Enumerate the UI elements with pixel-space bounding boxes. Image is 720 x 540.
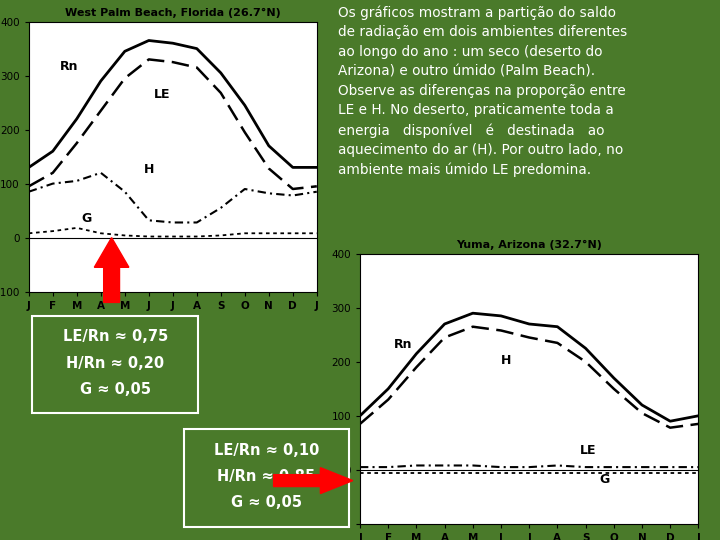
Title: West Palm Beach, Florida (26.7°N): West Palm Beach, Florida (26.7°N) [65, 8, 281, 18]
Text: Rn: Rn [60, 60, 78, 73]
Text: G ≈ 0,05: G ≈ 0,05 [231, 495, 302, 510]
Text: Os gráficos mostram a partição do saldo
de radiação em dois ambientes diferentes: Os gráficos mostram a partição do saldo … [338, 5, 628, 178]
Text: H/Rn ≈ 0,85: H/Rn ≈ 0,85 [217, 469, 315, 484]
Text: LE/Rn ≈ 0,10: LE/Rn ≈ 0,10 [214, 443, 319, 458]
Text: LE: LE [153, 88, 170, 102]
Title: Yuma, Arizona (32.7°N): Yuma, Arizona (32.7°N) [456, 240, 602, 250]
Text: H: H [501, 354, 511, 368]
Text: H/Rn ≈ 0,20: H/Rn ≈ 0,20 [66, 356, 164, 370]
Text: G: G [600, 473, 610, 487]
Text: Rn: Rn [394, 338, 413, 352]
Text: H: H [144, 163, 154, 176]
Text: LE/Rn ≈ 0,75: LE/Rn ≈ 0,75 [63, 329, 168, 345]
Text: LE: LE [580, 443, 596, 457]
Text: G: G [81, 212, 92, 226]
Text: G ≈ 0,05: G ≈ 0,05 [80, 382, 150, 397]
